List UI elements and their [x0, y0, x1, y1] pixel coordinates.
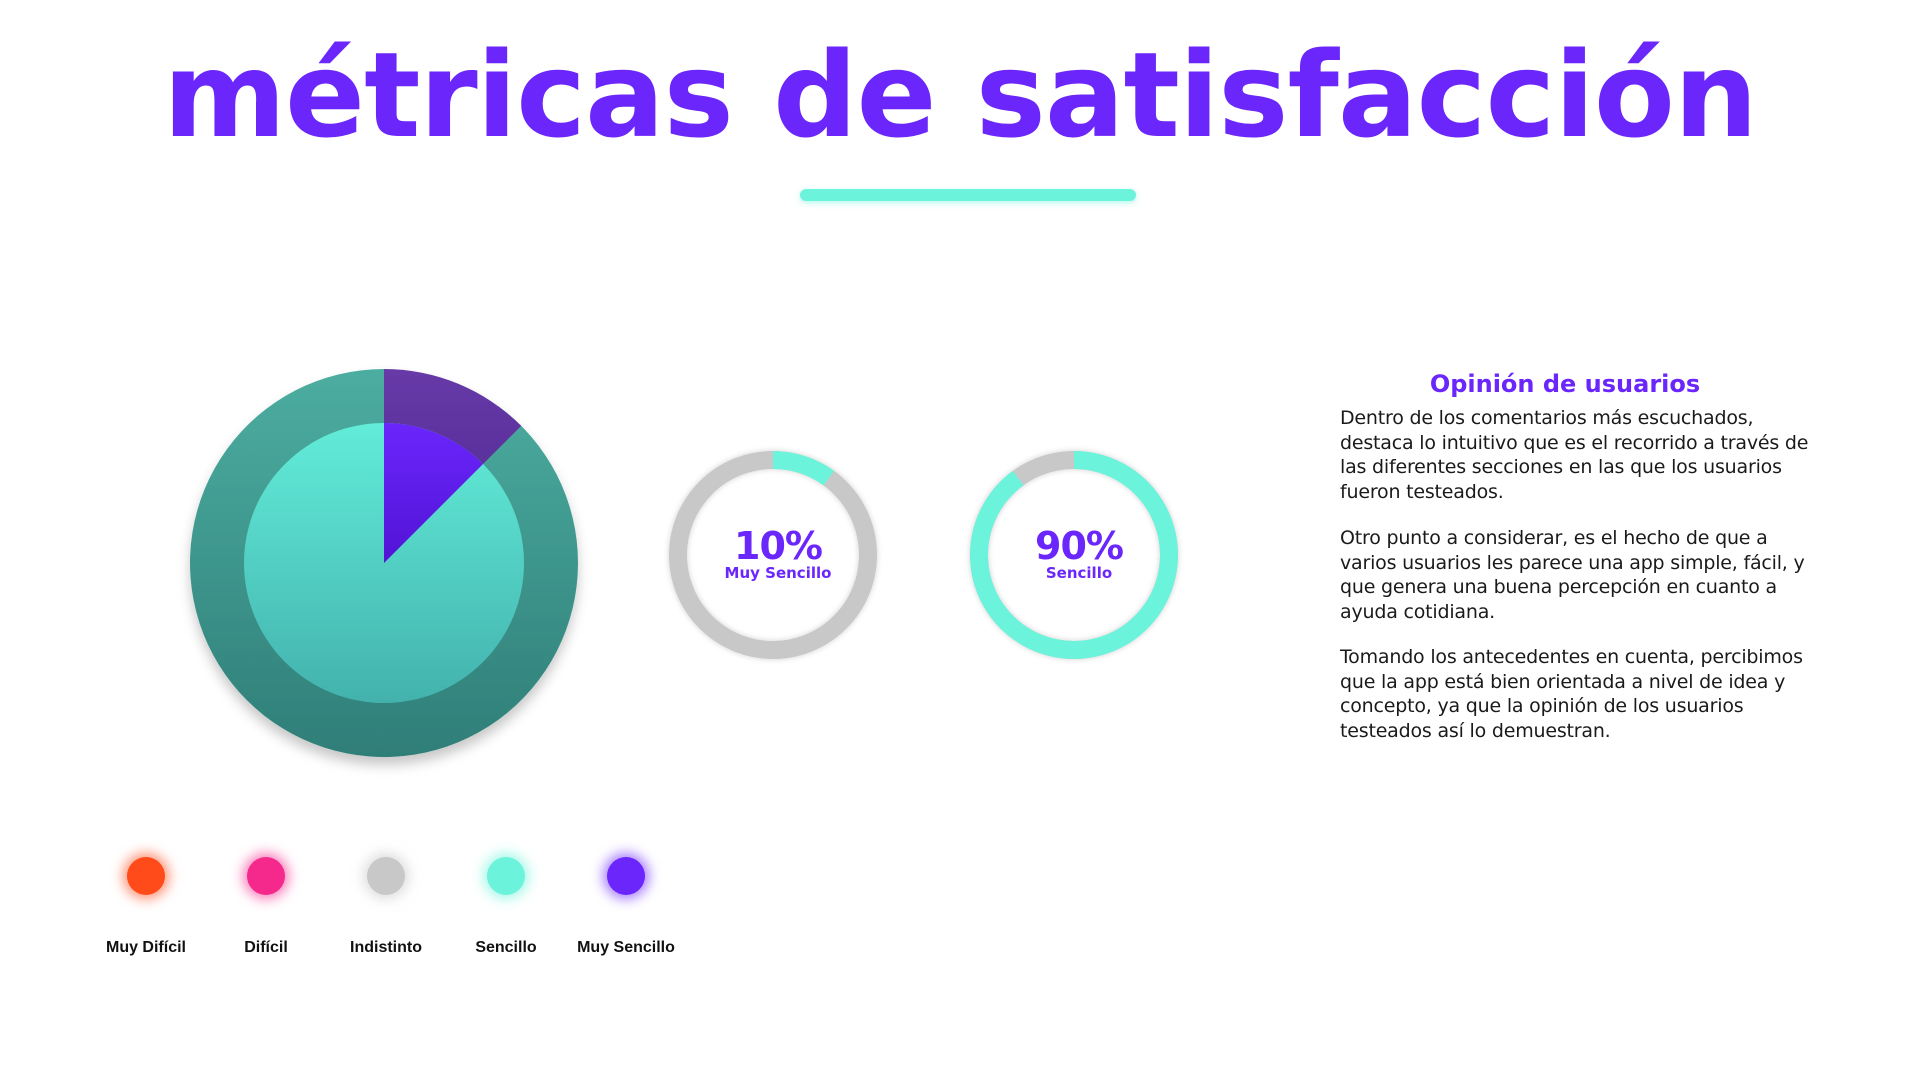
- opinion-title: Opinión de usuarios: [1429, 370, 1701, 398]
- page-title: métricas de satisfacción: [163, 26, 1758, 164]
- gauge-muy-sencillo: [669, 451, 877, 659]
- legend-label-dificil: Difícil: [244, 939, 288, 956]
- gauge-label-muy-sencillo: Muy Sencillo: [724, 564, 832, 582]
- legend-dot-sencillo: [487, 857, 525, 895]
- gauge-fill: [772, 451, 835, 486]
- gauge-value-sencillo: 90%: [1035, 524, 1124, 568]
- gauge-fill: [970, 451, 1178, 659]
- legend-label-indistinto: Indistinto: [350, 939, 422, 956]
- pie-inner: [244, 423, 524, 703]
- legend-dot-indistinto: [367, 857, 405, 895]
- legend-dot-muy-sencillo: [607, 857, 645, 895]
- legend-dot-dificil: [247, 857, 285, 895]
- legend-label-muy-dificil: Muy Difícil: [105, 939, 186, 956]
- gauge-sencillo: [970, 451, 1178, 659]
- gauge-value-muy-sencillo: 10%: [734, 524, 823, 568]
- pie-inner-slice-muy-sencillo: [384, 423, 483, 563]
- legend-label-muy-sencillo: Muy Sencillo: [577, 939, 675, 956]
- title-underline: [800, 189, 1136, 201]
- opinion-paragraph-2: Otro punto a considerar, es el hecho de …: [1340, 527, 1805, 623]
- opinion-paragraph-3: Tomando los antecedentes en cuenta, perc…: [1340, 646, 1803, 742]
- legend-label-sencillo: Sencillo: [475, 939, 537, 956]
- opinion-paragraph-1: Dentro de los comentarios más escuchados…: [1340, 407, 1809, 503]
- legend-dot-muy-dificil: [127, 857, 165, 895]
- gauge-label-sencillo: Sencillo: [1045, 564, 1113, 582]
